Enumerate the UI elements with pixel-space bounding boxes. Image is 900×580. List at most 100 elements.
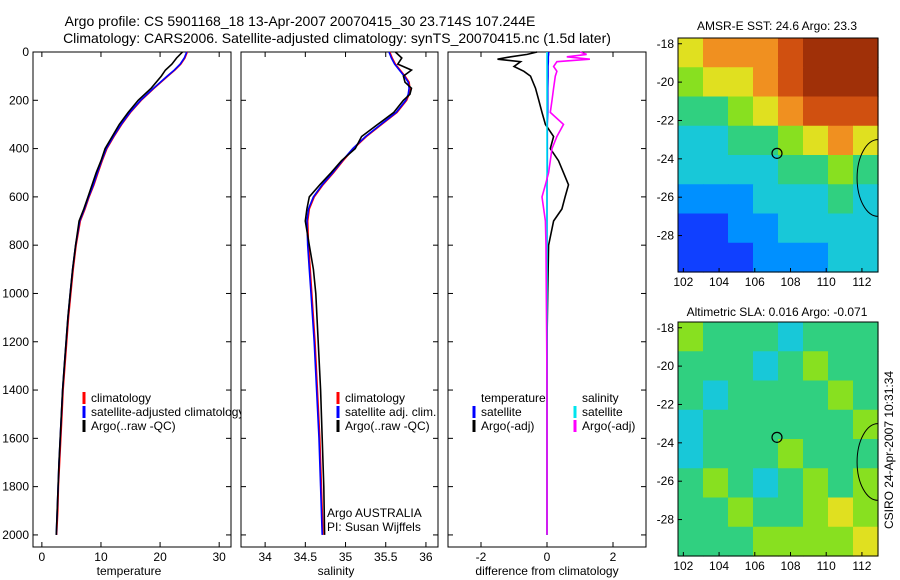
map-cell <box>753 125 779 156</box>
y-tick-label: 200 <box>9 93 29 107</box>
x-tick-label: 34 <box>258 550 272 564</box>
map-cell <box>803 96 829 127</box>
map-cell <box>678 242 704 273</box>
map-cell <box>728 242 754 273</box>
map-cell <box>703 409 729 440</box>
map-cell <box>803 67 829 98</box>
map-y-tick-label: -20 <box>657 75 675 89</box>
series-line-salinity-argo-adj- <box>541 51 590 535</box>
map-cell <box>803 155 829 185</box>
x-tick-label: -2 <box>476 550 487 564</box>
map-cell <box>778 468 804 499</box>
legend-label-climatology: climatology <box>91 391 151 405</box>
map-cell <box>778 439 804 469</box>
map-cell <box>803 38 829 68</box>
argo-location-marker <box>771 431 783 443</box>
map-y-tick-label: -26 <box>657 474 675 488</box>
sst-map-panel: AMSR-E SST: 24.6 Argo: 23.3 102 104 106 108… <box>657 19 879 289</box>
annotation-institution: Argo AUSTRALIA <box>327 506 422 520</box>
map-cell <box>803 409 829 440</box>
map-cell <box>703 322 729 352</box>
temperature-xlabel: temperature <box>97 564 162 578</box>
map-cell <box>803 380 829 411</box>
map-cell <box>828 213 854 244</box>
map-cell <box>753 96 779 127</box>
map-cell <box>853 96 879 127</box>
legend-label-temp-satellite: satellite <box>481 405 522 419</box>
map-cell <box>678 351 704 382</box>
map-cell <box>703 468 729 499</box>
map-cell <box>703 96 729 127</box>
map-cell <box>728 526 754 557</box>
map-cell <box>778 96 804 127</box>
map-cell <box>678 125 704 156</box>
temperature-axes <box>32 51 232 548</box>
map-cell <box>803 125 829 156</box>
map-cell <box>753 380 779 411</box>
map-cell <box>728 155 754 185</box>
map-cell <box>678 38 704 68</box>
map-cell <box>753 322 779 352</box>
map-cell <box>753 38 779 68</box>
map-cell <box>703 184 729 215</box>
map-cell <box>753 526 779 557</box>
map-cell <box>803 526 829 557</box>
legend-label-sal-satellite: satellite <box>582 405 623 419</box>
map-cell <box>728 468 754 499</box>
map-cell <box>678 322 704 352</box>
map-x-tick-label: 102 <box>673 275 693 289</box>
x-tick-label: 35.5 <box>374 550 398 564</box>
map-cell <box>728 351 754 382</box>
map-cell <box>728 322 754 352</box>
map-y-tick-label: -28 <box>657 513 675 527</box>
x-tick-label: 20 <box>153 550 167 564</box>
series-line-argo-raw-qc- <box>55 51 184 535</box>
map-cell <box>853 497 879 528</box>
map-cell <box>828 67 854 98</box>
map-cell <box>678 468 704 499</box>
map-cell <box>778 125 804 156</box>
map-cell <box>853 322 879 352</box>
map-cell <box>778 526 804 557</box>
map-cell <box>703 67 729 98</box>
map-cell <box>803 351 829 382</box>
sla-map-title: Altimetric SLA: 0.016 Argo: -0.071 <box>687 305 868 319</box>
legend-label-argo: Argo(..raw -QC) <box>345 419 430 433</box>
map-y-tick-label: -20 <box>657 359 675 373</box>
map-cell <box>753 242 779 273</box>
sst-map-ticks: 102 104 106 108 110 112 -18 -20 -22 -24 -26 -28 <box>657 37 872 289</box>
map-cell <box>828 468 854 499</box>
map-cell <box>803 497 829 528</box>
salinity-axes <box>240 51 439 548</box>
x-tick-label: 0 <box>39 550 46 564</box>
map-y-tick-label: -24 <box>657 436 675 450</box>
map-cell <box>828 242 854 273</box>
map-y-tick-label: -24 <box>657 152 675 166</box>
sla-map-ticks: 102 104 106 108 110 112 -18 -20 -22 -24 -26 -28 <box>657 321 872 573</box>
argo-location-marker <box>771 147 783 159</box>
map-cell <box>753 184 779 215</box>
legend-label-climatology: climatology <box>345 391 405 405</box>
map-cell <box>703 439 729 469</box>
map-cell <box>753 155 779 185</box>
salinity-xlabel: salinity <box>318 564 355 578</box>
difference-panel: -2 0 2 difference from climatology tempera… <box>447 51 647 578</box>
map-x-tick-label: 108 <box>780 559 800 573</box>
sla-map-frame <box>677 321 879 557</box>
map-x-tick-label: 112 <box>852 559 871 573</box>
map-y-tick-label: -18 <box>657 321 675 335</box>
figure-title-line2: Climatology: CARS2006. Satellite-adjuste… <box>63 30 611 46</box>
y-tick-label: 1800 <box>2 480 29 494</box>
x-tick-label: 34.5 <box>294 550 318 564</box>
map-cell <box>753 67 779 98</box>
map-cell <box>728 497 754 528</box>
map-cell <box>853 242 879 273</box>
map-cell <box>778 38 804 68</box>
series-line-argo-raw-qc- <box>304 51 414 535</box>
x-tick-label: 2 <box>610 550 617 564</box>
map-cell <box>778 497 804 528</box>
map-x-tick-label: 110 <box>817 275 836 289</box>
legend-header-salinity: salinity <box>582 391 619 405</box>
salinity-ticks: 34 34.5 35 35.5 36 <box>241 51 438 564</box>
